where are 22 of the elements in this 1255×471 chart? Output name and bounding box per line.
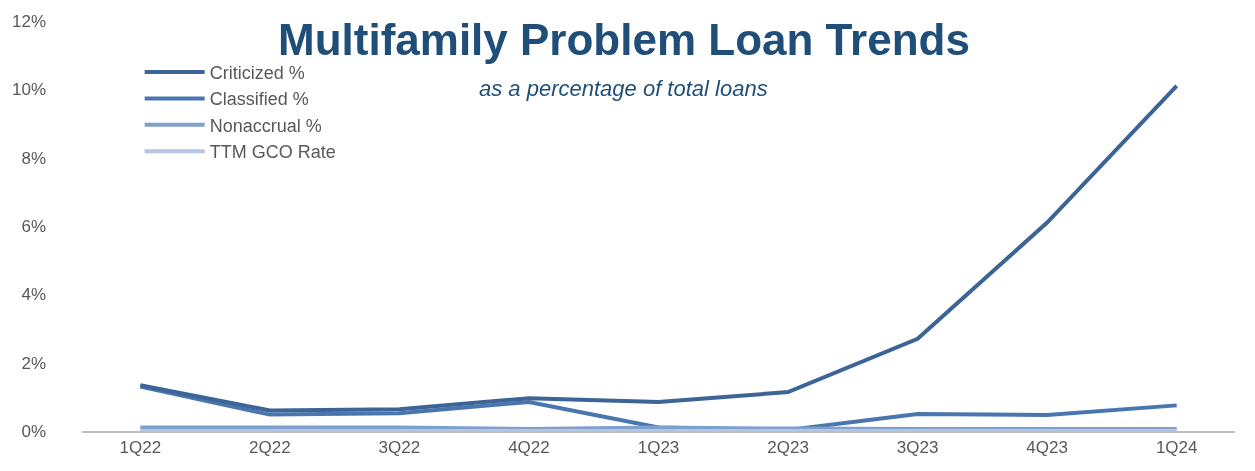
legend-label: Classified % <box>209 89 309 110</box>
y-tick-label: 0% <box>21 421 46 441</box>
x-tick-label: 1Q22 <box>119 438 162 458</box>
x-tick-label: 3Q22 <box>378 438 421 458</box>
x-tick-label: 2Q22 <box>249 438 291 458</box>
y-tick-label: 12% <box>11 11 46 31</box>
x-tick-label: 4Q22 <box>508 438 550 458</box>
legend-label: TTM GCO Rate <box>209 142 336 163</box>
y-tick-label: 10% <box>11 80 46 100</box>
y-tick-label: 4% <box>21 285 46 305</box>
x-tick-label: 2Q23 <box>767 438 809 458</box>
x-tick-label: 3Q23 <box>896 438 939 458</box>
legend-label: Criticized % <box>209 63 305 84</box>
y-tick-label: 2% <box>21 353 46 373</box>
legend-label: Nonaccrual % <box>209 115 322 136</box>
text: as a percentage of total loans <box>479 76 768 101</box>
x-tick-label: 4Q23 <box>1026 438 1068 458</box>
x-tick-label: 1Q24 <box>1155 438 1198 458</box>
y-tick-label: 6% <box>21 216 46 236</box>
y-tick-label: 8% <box>21 148 46 168</box>
x-tick-label: 1Q23 <box>637 438 680 458</box>
chart-title: Multifamily Problem Loan Trends <box>278 15 970 64</box>
